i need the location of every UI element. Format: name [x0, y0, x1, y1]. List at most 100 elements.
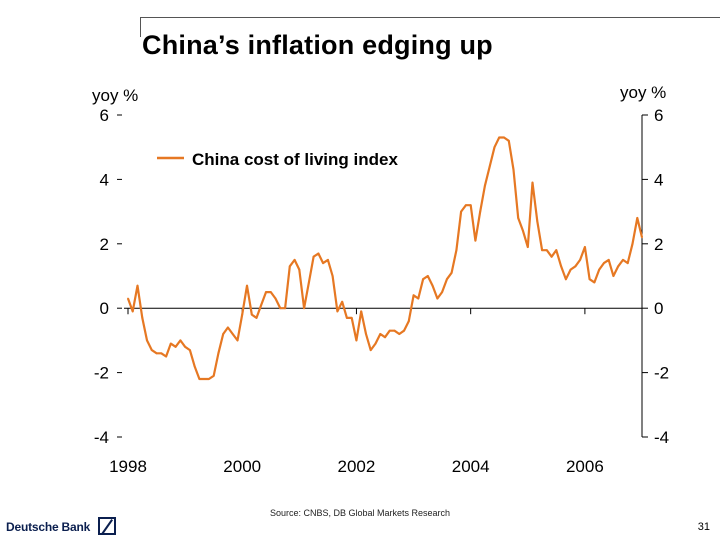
- data-point: [450, 271, 453, 274]
- data-point: [526, 246, 529, 248]
- data-point: [574, 265, 577, 268]
- data-point: [336, 310, 339, 313]
- data-point: [222, 333, 225, 335]
- data-point: [626, 262, 629, 264]
- data-point: [612, 275, 615, 277]
- data-point: [550, 255, 553, 258]
- data-point: [246, 284, 248, 287]
- title-frame-top-rule: [140, 17, 720, 18]
- inflation-chart: 6 6 4 4 2 2 0 0 -2 -2 -4 -4 yoy % yoy % 1998 2000 2002 20…: [92, 83, 669, 476]
- brand-footer: Deutsche Bank: [6, 517, 116, 537]
- data-point: [217, 352, 220, 355]
- data-point: [374, 342, 377, 345]
- page-number: 31: [697, 521, 710, 533]
- chart-axes: [124, 115, 643, 437]
- data-point: [317, 252, 320, 255]
- data-point: [493, 146, 496, 149]
- right-y-tick-label: 0: [654, 299, 663, 318]
- data-point: [384, 336, 386, 339]
- data-point: [274, 297, 277, 300]
- chart-legend: China cost of living index: [157, 150, 398, 169]
- data-point: [155, 352, 158, 355]
- data-point: [198, 378, 201, 380]
- data-point: [236, 339, 239, 342]
- left-y-tick-label: -2: [94, 364, 109, 383]
- data-point: [569, 268, 572, 271]
- data-point: [617, 265, 620, 268]
- chart-ticks: [117, 114, 648, 438]
- data-point: [446, 278, 448, 281]
- data-point: [265, 291, 267, 293]
- data-point: [431, 284, 434, 287]
- data-point: [507, 139, 510, 142]
- title-frame-left-rule: [140, 17, 141, 37]
- data-point: [141, 317, 144, 319]
- data-point: [460, 210, 462, 213]
- data-point: [303, 307, 305, 310]
- data-point: [441, 291, 443, 293]
- x-tick-label: 2000: [223, 457, 261, 476]
- data-point: [212, 374, 215, 377]
- data-point: [327, 259, 329, 261]
- data-point: [512, 168, 515, 171]
- right-y-tick-label: 4: [654, 170, 663, 189]
- data-point: [555, 249, 558, 252]
- left-y-tick-label: 4: [100, 170, 109, 189]
- data-point: [231, 333, 234, 335]
- data-point: [160, 352, 163, 355]
- data-point: [355, 339, 358, 342]
- series-line-cost-of-living: [126, 136, 644, 381]
- data-point: [388, 329, 391, 332]
- data-point: [636, 217, 639, 219]
- data-point: [436, 297, 439, 300]
- data-point: [184, 345, 187, 348]
- data-point: [360, 310, 363, 313]
- left-y-tick-label: 0: [100, 299, 109, 318]
- data-point: [131, 310, 134, 313]
- data-point: [474, 239, 477, 242]
- data-point: [484, 184, 486, 187]
- data-point: [479, 210, 482, 213]
- data-point: [341, 300, 344, 303]
- x-tick-label: 2002: [338, 457, 376, 476]
- brand-name: Deutsche Bank: [6, 520, 91, 534]
- data-point: [227, 326, 229, 329]
- left-y-tick-label: 2: [100, 235, 109, 254]
- data-point: [208, 378, 210, 380]
- data-point: [488, 165, 491, 168]
- data-point: [150, 349, 153, 351]
- data-point: [517, 217, 520, 219]
- data-point: [255, 317, 258, 319]
- data-point: [598, 268, 601, 271]
- deutsche-bank-logo-icon: [98, 517, 116, 535]
- right-y-tick-label: -2: [654, 364, 669, 383]
- data-point: [312, 255, 315, 258]
- data-point: [365, 333, 367, 335]
- data-point: [469, 204, 472, 207]
- data-point: [269, 291, 272, 293]
- left-y-axis-label: yoy %: [92, 86, 138, 105]
- source-note: Source: CNBS, DB Global Markets Research: [269, 508, 451, 518]
- data-point: [465, 204, 467, 207]
- x-tick-label: 2004: [452, 457, 490, 476]
- data-point: [631, 242, 634, 245]
- data-point: [593, 281, 596, 284]
- data-point: [503, 136, 505, 139]
- data-point: [417, 297, 420, 300]
- data-point: [588, 278, 591, 281]
- data-point: [350, 317, 353, 319]
- data-point: [293, 259, 296, 261]
- data-point: [203, 378, 206, 380]
- data-point: [369, 349, 372, 351]
- data-point: [241, 313, 244, 316]
- data-point: [545, 249, 548, 252]
- data-point: [331, 275, 334, 277]
- x-tick-label: 2006: [566, 457, 604, 476]
- data-point: [641, 236, 643, 239]
- chart-series: [126, 136, 644, 381]
- data-point: [146, 339, 148, 342]
- data-point: [288, 265, 291, 268]
- chart-tick-labels: 6 6 4 4 2 2 0 0 -2 -2 -4 -4 yoy % yoy % 1998 2000 2002 20…: [92, 83, 669, 476]
- data-point: [603, 262, 605, 264]
- data-point: [179, 339, 182, 342]
